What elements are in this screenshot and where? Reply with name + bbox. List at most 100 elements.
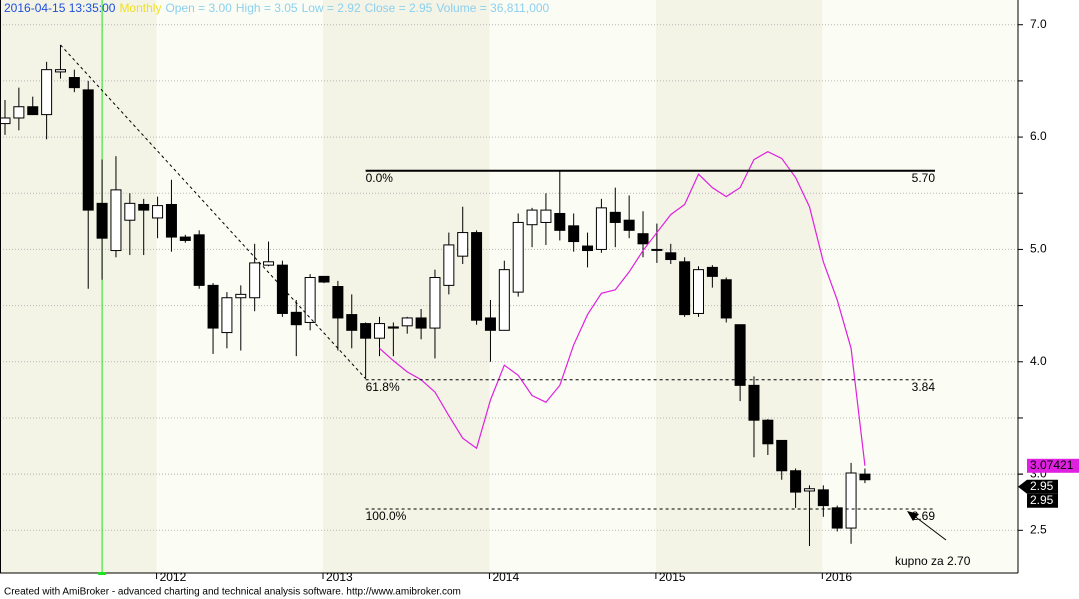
candle-body [152,205,164,219]
year-band [323,0,490,573]
close-price-label: 2.95 [1030,493,1054,507]
candle-body [679,261,691,316]
candle-body [68,77,80,89]
candle-body [401,317,413,327]
candle-body [263,261,275,266]
candle-body [665,252,677,261]
candle-body [443,244,455,286]
candle-body [346,314,358,331]
y-tick-label: 6.0 [1030,129,1047,143]
candle-body [762,419,774,445]
candle-body [720,279,732,319]
candle-body [790,470,802,493]
candle-body [498,269,510,331]
x-tick-label: 2015 [659,570,686,584]
candle-body [776,439,788,472]
candle-body [235,293,247,299]
x-tick-label: 2016 [825,570,852,584]
candle-body [360,323,372,339]
candle-body [845,472,857,529]
candle-body [471,232,483,321]
indicator-price-label: 3.07421 [1030,458,1074,472]
x-tick-label: 2013 [326,570,353,584]
close-price-box [1018,479,1058,494]
candle-body [290,311,302,326]
x-tick-label: 2014 [492,570,519,584]
candle-body [595,207,607,250]
header-item: Monthly [119,1,161,15]
candle-body [221,297,233,334]
candle-body [193,234,205,286]
fib-pct: 100.0% [366,509,407,523]
fib-pct: 0.0% [366,171,394,185]
candle-body [484,317,496,331]
fib-value: 5.70 [912,171,936,185]
candle-body [249,262,261,299]
fib-value: 2.69 [912,509,936,523]
candle-body [582,245,594,252]
candle-body [179,236,191,241]
candle-body [332,286,344,319]
close-price-label: 2.95 [1030,479,1054,493]
year-band [0,0,157,573]
header-item: Low = 2.92 [302,1,361,15]
candle-body [706,266,718,277]
y-tick-label: 4.0 [1030,354,1047,368]
candle-body [13,106,25,119]
candle-body [110,189,122,252]
candle-body [803,488,815,492]
indicator-line [379,150,866,466]
candle-body [304,277,316,323]
candle-body [415,317,427,329]
header-item: Volume = 36,811,000 [436,1,549,15]
candle-body [817,489,829,507]
header-item: Close = 2.95 [365,1,433,15]
candle-body [540,209,552,223]
candle-body [512,221,524,293]
close-price-box [1027,493,1058,508]
candle-body [276,264,288,314]
header: 2016-04-15 13:35:00 Monthly Open = 3.00 Hig… [4,1,550,15]
header-item: High = 3.05 [236,1,298,15]
candle-body [41,69,53,116]
candle-body [693,269,704,314]
candle-body [623,219,635,231]
candle-body [387,326,399,329]
candle-body [0,117,11,125]
y-tick-label: 2.5 [1030,522,1047,536]
candle-body [207,284,219,329]
candle-body [609,211,621,223]
header-item: 2016-04-15 13:35:00 [4,1,116,15]
candle-body [651,248,663,251]
candle-body [748,384,760,421]
candle-body [165,203,177,238]
indicator-price-box [1027,458,1079,473]
annotation: kupno za 2.70 [895,554,971,568]
candle-body [318,275,330,283]
header-item: Open = 3.00 [165,1,232,15]
fib-pct: 61.8% [366,380,400,394]
candle-body [429,277,441,329]
fib-value: 3.84 [912,380,936,394]
candle-body [526,209,538,226]
candle-body [637,233,649,245]
selected-bar-marker [98,572,107,575]
candle-body [734,324,746,386]
candle-body [96,202,108,239]
annotation-arrowhead [907,511,919,521]
year-band [156,0,324,573]
candle-body [859,473,871,481]
candle-body [373,323,385,339]
candle-body [554,212,566,231]
y-tick-label: 5.0 [1030,242,1047,256]
candle-body [138,203,150,211]
candle-body [124,202,136,221]
footer: Created with AmiBroker - advanced charti… [4,587,461,598]
candle-body [457,232,469,257]
candle-body [831,507,843,529]
candle-body [82,89,94,211]
candle-body [568,225,580,243]
x-tick-label: 2012 [160,570,187,584]
